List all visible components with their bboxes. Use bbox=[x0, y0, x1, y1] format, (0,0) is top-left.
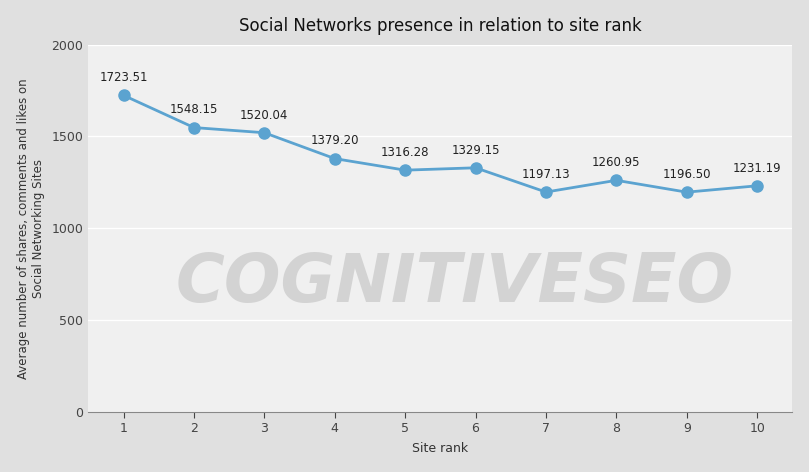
Text: 1548.15: 1548.15 bbox=[170, 103, 218, 117]
X-axis label: Site rank: Site rank bbox=[413, 442, 468, 455]
Y-axis label: Average number of shares, comments and likes on
Social Networking Sites: Average number of shares, comments and l… bbox=[17, 78, 44, 379]
Text: 1316.28: 1316.28 bbox=[381, 146, 430, 159]
Text: 1260.95: 1260.95 bbox=[592, 156, 641, 169]
Text: 1379.20: 1379.20 bbox=[311, 135, 359, 147]
Text: 1520.04: 1520.04 bbox=[240, 109, 289, 122]
Text: 1231.19: 1231.19 bbox=[733, 162, 781, 175]
Text: 1723.51: 1723.51 bbox=[100, 71, 148, 84]
Title: Social Networks presence in relation to site rank: Social Networks presence in relation to … bbox=[239, 17, 642, 34]
Text: 1196.50: 1196.50 bbox=[663, 168, 711, 181]
Text: COGNITIVESEO: COGNITIVESEO bbox=[176, 250, 734, 316]
Text: 1329.15: 1329.15 bbox=[451, 143, 500, 157]
Text: 1197.13: 1197.13 bbox=[522, 168, 570, 181]
